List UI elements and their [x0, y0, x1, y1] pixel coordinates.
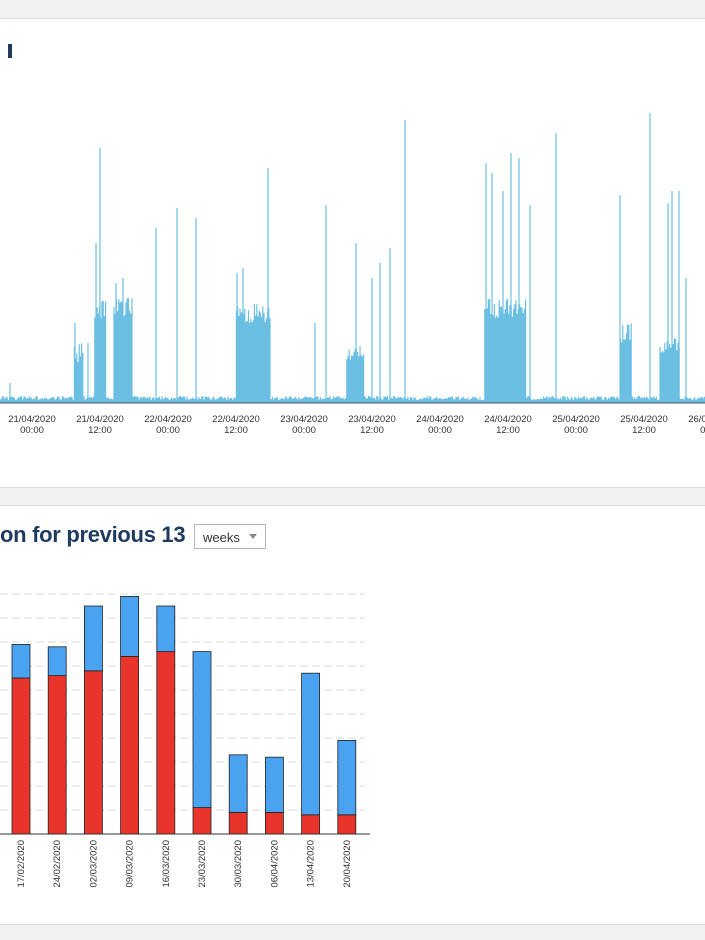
- usage-x-tick-label: 21/04/2020: [8, 414, 56, 425]
- usage-x-tick-label: 00:00: [20, 425, 44, 436]
- weekly-x-tick-label: 23/03/2020: [197, 840, 208, 888]
- usage-x-tick-label: 24/04/2020: [484, 414, 532, 425]
- period-select-value: weeks: [203, 530, 240, 545]
- weekly-bar-segment[interactable]: [301, 672, 321, 816]
- usage-x-tick-label: 12:00: [224, 425, 248, 436]
- weekly-bars: [11, 595, 357, 835]
- weekly-bar-segment[interactable]: [84, 670, 103, 835]
- chevron-down-icon: [249, 534, 257, 539]
- weekly-title: on for previous 13: [0, 522, 186, 547]
- usage-x-tick-label: 12:00: [88, 425, 112, 436]
- weekly-bar-segment[interactable]: [156, 605, 176, 652]
- weekly-bar-segment[interactable]: [337, 739, 357, 816]
- weekly-bar-segment[interactable]: [228, 754, 248, 813]
- usage-x-tick-label: 21/04/2020: [76, 414, 124, 425]
- weekly-bar-segment[interactable]: [264, 756, 284, 813]
- usage-x-tick-label: 12:00: [632, 425, 656, 436]
- usage-x-tick-label: 23/04/2020: [348, 414, 396, 425]
- usage-x-tick-label: 00:00: [292, 425, 316, 436]
- weekly-x-tick-label: 24/02/2020: [52, 840, 63, 888]
- usage-x-tick-label: 12:00: [496, 425, 520, 436]
- weekly-bar-segment[interactable]: [301, 814, 321, 835]
- weekly-x-tick-label: 06/04/2020: [269, 840, 280, 888]
- usage-series: [0, 113, 705, 403]
- usage-x-tick-label: 26/04/2020: [688, 414, 705, 425]
- usage-x-tick-label: 22/04/2020: [212, 414, 260, 425]
- weekly-chart: 17/02/2020 24/02/2020 02/03/2020 09/03/2020…: [0, 593, 370, 888]
- weekly-bar-segment[interactable]: [11, 644, 31, 679]
- usage-x-tick-label: 25/04/2020: [620, 414, 668, 425]
- weekly-bar-segment[interactable]: [11, 677, 31, 835]
- weekly-bar-segment[interactable]: [120, 656, 139, 835]
- usage-panel: [0, 18, 705, 488]
- period-select[interactable]: weeks: [194, 524, 266, 549]
- usage-x-ticks: 21/04/202000:0021/04/202012:0022/04/2020…: [8, 414, 705, 436]
- weekly-x-tick-label: 30/03/2020: [233, 840, 244, 888]
- weekly-bar-segment[interactable]: [192, 651, 212, 808]
- usage-chart: 21/04/202000:0021/04/202012:0022/04/2020…: [0, 113, 705, 436]
- usage-x-tick-label: 12:00: [360, 425, 384, 436]
- weekly-x-tick-label: 20/04/2020: [342, 840, 353, 888]
- weekly-bar-segment[interactable]: [84, 605, 103, 672]
- weekly-bar-segment[interactable]: [120, 595, 139, 657]
- weekly-panel: [0, 505, 705, 925]
- usage-x-tick-label: 23/04/2020: [280, 414, 328, 425]
- weekly-x-tick-label: 09/03/2020: [125, 840, 136, 888]
- weekly-bar-segment[interactable]: [264, 811, 284, 835]
- weekly-bar-segment[interactable]: [228, 811, 248, 835]
- weekly-x-tick-label: 02/03/2020: [88, 840, 99, 888]
- usage-x-tick-label: 00:00: [428, 425, 452, 436]
- usage-x-tick-label: 00:00: [700, 425, 705, 436]
- weekly-bar-segment[interactable]: [47, 646, 67, 676]
- usage-x-tick-label: 22/04/2020: [144, 414, 192, 425]
- usage-heading-fragment: [8, 44, 12, 58]
- weekly-bar-segment[interactable]: [156, 651, 176, 835]
- weekly-x-tick-label: 16/03/2020: [161, 840, 172, 888]
- usage-series-line: [0, 113, 705, 403]
- weekly-x-ticks: 17/02/2020 24/02/2020 02/03/2020 09/03/2020…: [16, 840, 353, 888]
- usage-x-tick-label: 00:00: [564, 425, 588, 436]
- weekly-bar-segment[interactable]: [337, 814, 357, 835]
- weekly-x-tick-label: 17/02/2020: [16, 840, 27, 888]
- usage-x-tick-label: 24/04/2020: [416, 414, 464, 425]
- usage-x-tick-label: 00:00: [156, 425, 180, 436]
- weekly-x-tick-label: 13/04/2020: [306, 840, 317, 888]
- usage-x-tick-label: 25/04/2020: [552, 414, 600, 425]
- weekly-bar-segment[interactable]: [192, 807, 212, 835]
- weekly-bar-segment[interactable]: [47, 675, 67, 835]
